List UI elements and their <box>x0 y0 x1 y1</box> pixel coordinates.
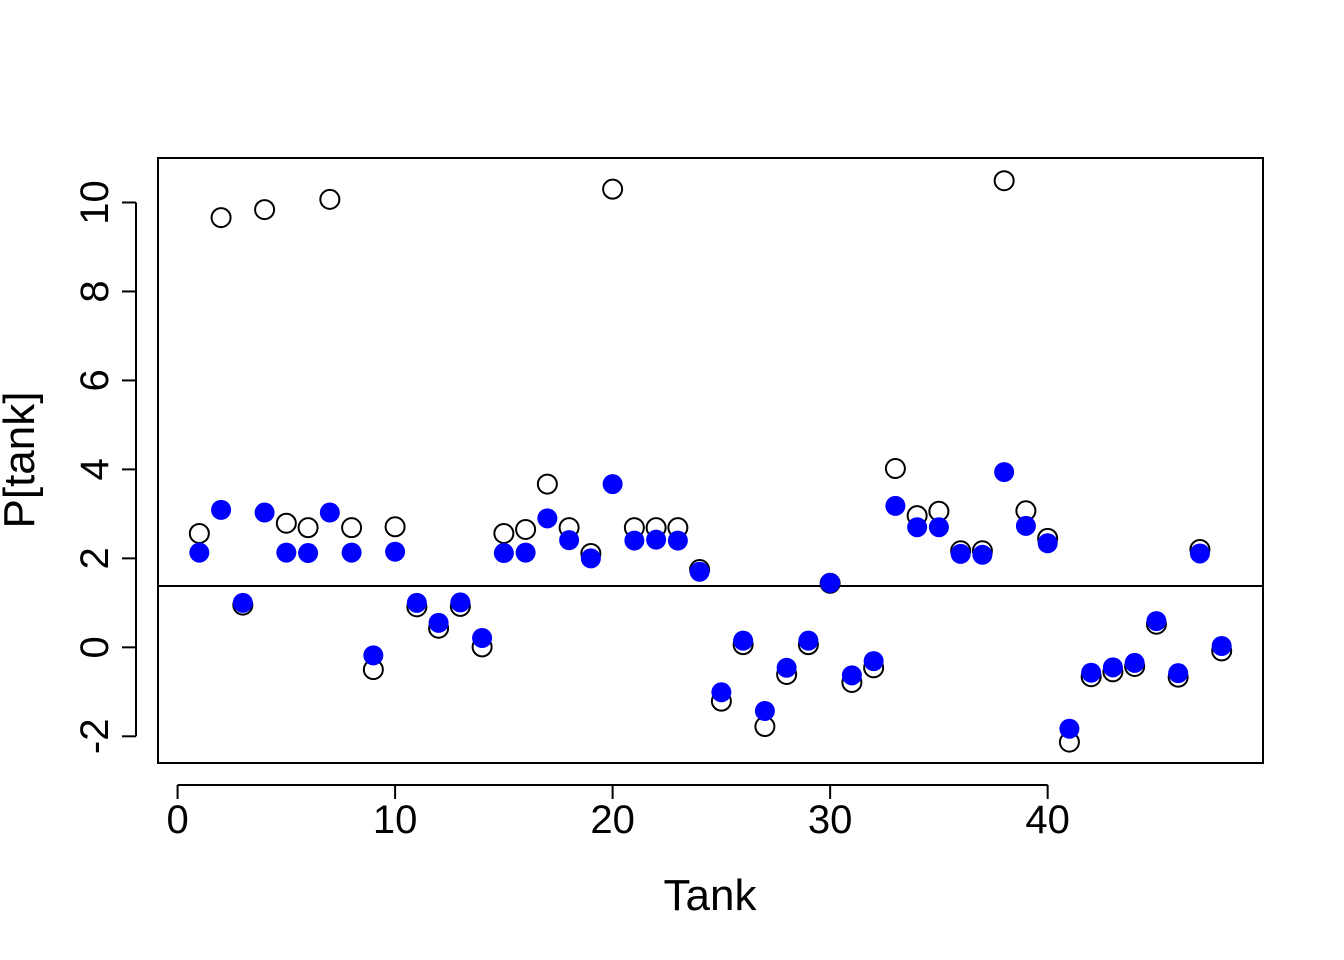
filled-point <box>1015 515 1036 536</box>
filled-point <box>820 572 841 593</box>
filled-point <box>602 474 623 495</box>
filled-point <box>711 682 732 703</box>
y-tick-label: 8 <box>73 280 117 302</box>
x-tick-label: 20 <box>590 798 635 842</box>
filled-point <box>1146 611 1167 632</box>
filled-point <box>1168 663 1189 684</box>
filled-point <box>189 542 210 563</box>
filled-point <box>537 508 558 529</box>
filled-point <box>341 542 362 563</box>
filled-point <box>733 630 754 651</box>
open-point <box>341 517 363 539</box>
filled-point <box>406 592 427 613</box>
filled-point <box>493 543 514 564</box>
filled-point <box>646 529 667 550</box>
filled-point <box>580 548 601 569</box>
open-point <box>602 178 624 200</box>
x-tick-label: 0 <box>166 798 188 842</box>
filled-point <box>754 700 775 721</box>
filled-point <box>211 499 232 520</box>
filled-point <box>559 530 580 551</box>
filled-point <box>1037 533 1058 554</box>
filled-point <box>1081 662 1102 683</box>
filled-point <box>972 544 993 565</box>
y-tick-label: 0 <box>73 636 117 658</box>
open-point <box>319 188 341 210</box>
open-point <box>384 516 406 538</box>
filled-point <box>689 561 710 582</box>
filled-point <box>515 542 536 563</box>
filled-point <box>1211 636 1232 657</box>
filled-point <box>276 542 297 563</box>
open-point <box>493 522 515 544</box>
x-axis: 0 10 20 30 40 <box>166 784 1070 842</box>
filled-point <box>776 657 797 678</box>
y-tick-label: 4 <box>73 458 117 480</box>
x-tick-label: 30 <box>808 798 853 842</box>
open-point <box>210 207 232 229</box>
filled-point <box>667 530 688 551</box>
filled-point <box>319 502 340 523</box>
filled-point <box>1124 652 1145 673</box>
filled-point <box>385 541 406 562</box>
filled-point <box>450 592 471 613</box>
filled-point <box>928 517 949 538</box>
filled-point <box>907 517 928 538</box>
filled-point <box>624 530 645 551</box>
filled-point <box>841 665 862 686</box>
open-point <box>515 518 537 540</box>
x-tick-label: 40 <box>1025 798 1070 842</box>
filled-point <box>428 612 449 633</box>
x-tick-label: 10 <box>373 798 418 842</box>
filled-point <box>298 543 319 564</box>
filled-point <box>863 651 884 672</box>
filled-point <box>472 627 493 648</box>
y-axis-title: P[tank] <box>0 392 44 529</box>
filled-point <box>1189 543 1210 564</box>
y-tick-label: 6 <box>73 369 117 391</box>
open-point <box>993 170 1015 192</box>
filled-point <box>363 645 384 666</box>
points-layer <box>188 170 1233 753</box>
open-point <box>536 473 558 495</box>
filled-point <box>798 630 819 651</box>
filled-point <box>254 502 275 523</box>
plot-frame <box>157 157 1264 764</box>
filled-point <box>885 495 906 516</box>
y-tick-label: 10 <box>73 180 117 225</box>
y-tick-label: -2 <box>73 719 117 755</box>
open-point <box>275 512 297 534</box>
filled-point <box>950 543 971 564</box>
open-point <box>297 517 319 539</box>
x-axis-title: Tank <box>664 871 758 920</box>
filled-point <box>1102 657 1123 678</box>
filled-point <box>232 592 253 613</box>
open-point <box>884 458 906 480</box>
filled-point <box>1059 718 1080 739</box>
y-tick-label: 2 <box>73 547 117 569</box>
y-axis: -2 0 2 4 6 8 10 <box>73 180 137 755</box>
filled-point <box>994 462 1015 483</box>
open-point <box>254 199 276 221</box>
